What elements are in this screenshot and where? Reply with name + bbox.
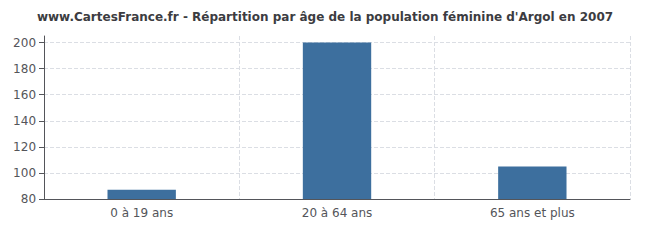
svg-text:65 ans et plus: 65 ans et plus bbox=[490, 206, 575, 220]
svg-text:140: 140 bbox=[13, 114, 36, 128]
svg-text:200: 200 bbox=[13, 36, 36, 50]
svg-text:80: 80 bbox=[21, 192, 36, 206]
svg-text:120: 120 bbox=[13, 140, 36, 154]
svg-text:www.CartesFrance.fr - Répartit: www.CartesFrance.fr - Répartition par âg… bbox=[37, 10, 613, 24]
svg-text:20 à 64 ans: 20 à 64 ans bbox=[302, 206, 373, 220]
svg-text:100: 100 bbox=[13, 166, 36, 180]
svg-text:0 à 19 ans: 0 à 19 ans bbox=[110, 206, 173, 220]
svg-text:180: 180 bbox=[13, 62, 36, 76]
svg-text:160: 160 bbox=[13, 88, 36, 102]
